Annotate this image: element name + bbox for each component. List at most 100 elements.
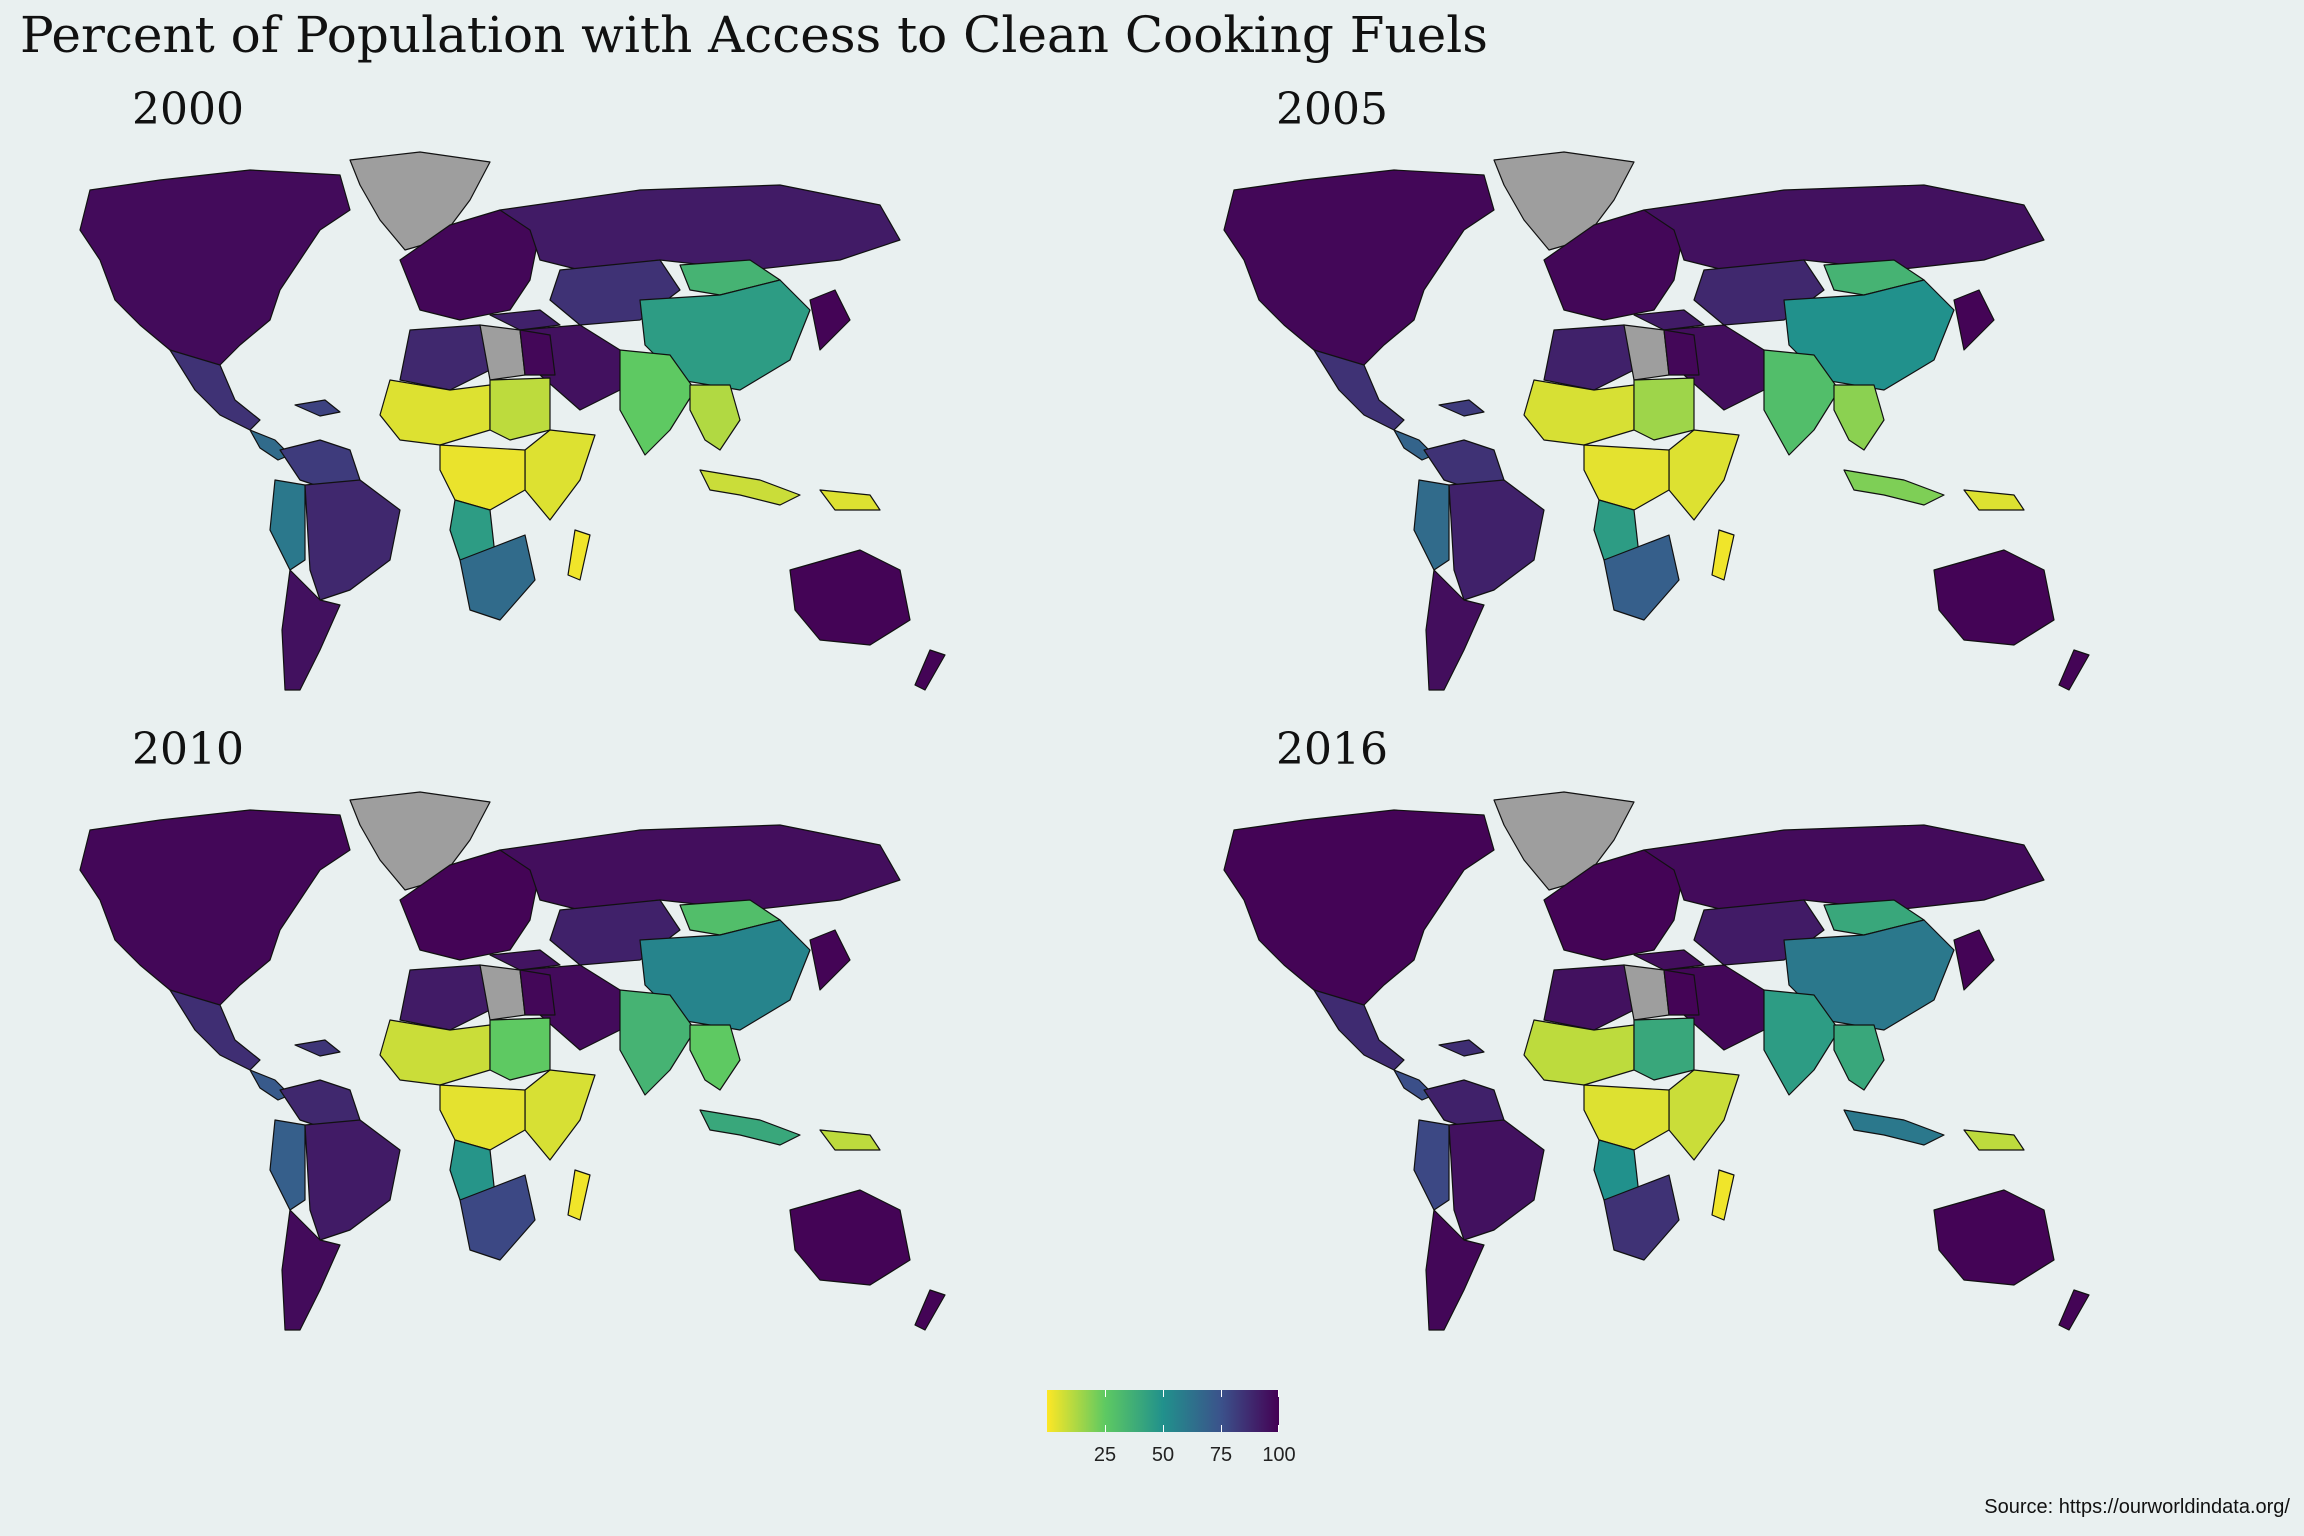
region-brazil [1448,1119,1545,1241]
panel-year: 2000 [132,84,244,135]
region-southern-cone [281,1209,341,1331]
region-madagascar [567,529,591,581]
region-papua [1963,489,2025,511]
region-caribbean [1438,399,1485,417]
region-south-asia [1763,989,1840,1096]
region-australia [1933,549,2055,646]
region-korea-japan [1953,929,1995,991]
legend-tick [1278,1390,1279,1432]
region-korea-japan [1953,289,1995,351]
legend-tick [1163,1390,1164,1432]
region-australia [789,1189,911,1286]
region-indonesia [699,469,801,506]
region-sudan [1633,377,1695,441]
region-north-africa-west [1543,324,1635,391]
region-southeast-asia-mainland [1833,1024,1885,1091]
region-madagascar [567,1169,591,1221]
map-panel-2016: 2016 [1164,640,2294,1331]
region-russia [1643,184,2045,271]
region-central-america [249,1069,291,1101]
region-brazil [304,479,401,601]
region-europe [1543,209,1685,321]
region-egypt [1663,329,1700,376]
map-panel-2000: 2000 [20,0,1150,691]
region-mexico [1313,989,1405,1071]
region-sahel-west [379,1019,491,1086]
region-andes [269,1119,306,1211]
region-egypt [519,329,556,376]
region-east-africa [1668,1069,1740,1161]
region-caribbean [294,399,341,417]
legend-tick-label: 100 [1262,1444,1296,1466]
chart-title: Percent of Population with Access to Cle… [20,6,1488,64]
region-indonesia [1843,1109,1945,1146]
region-north-america [79,809,351,1006]
region-new-zealand [914,649,946,691]
region-korea-japan [809,929,851,991]
region-south-africa [1603,1174,1680,1261]
region-southern-cone [1425,1209,1485,1331]
region-north-america [79,169,351,366]
region-australia [1933,1189,2055,1286]
legend-tick-label: 50 [1151,1444,1175,1466]
world-map [1223,151,2090,691]
region-south-asia [1763,349,1840,456]
map-panel-2010: 2010 [20,640,1150,1331]
region-new-zealand [2058,1289,2090,1331]
region-europe [1543,849,1685,961]
region-central-africa [439,444,526,511]
region-sahel-west [1523,379,1635,446]
region-east-africa [524,429,596,521]
region-south-asia [619,349,696,456]
region-russia [499,824,901,911]
region-central-america [249,429,291,461]
region-papua [819,1129,881,1151]
region-north-africa-west [399,324,491,391]
region-sudan [1633,1017,1695,1081]
panel-year: 2016 [1276,724,1388,775]
region-central-africa [1583,444,1670,511]
region-southeast-asia-mainland [689,1024,741,1091]
region-north-america [1223,169,1495,366]
region-new-zealand [2058,649,2090,691]
region-sahel-west [1523,1019,1635,1086]
region-turkey [489,309,561,331]
region-europe [399,209,541,321]
region-mexico [169,989,261,1071]
region-southeast-asia-mainland [1833,384,1885,451]
region-southeast-asia-mainland [689,384,741,451]
legend-tick-label: 75 [1209,1444,1233,1466]
region-andes [269,479,306,571]
region-north-africa-west [399,964,491,1031]
region-russia [1643,824,2045,911]
region-europe [399,849,541,961]
region-egypt [1663,969,1700,1016]
legend-tick-label: 25 [1093,1444,1117,1466]
region-southern-cone [281,569,341,691]
region-caribbean [1438,1039,1485,1057]
region-central-africa [439,1084,526,1151]
region-south-asia [619,989,696,1096]
map-panel-2005: 2005 [1164,0,2294,691]
region-andes [1413,479,1450,571]
region-sahel-west [379,379,491,446]
region-madagascar [1711,1169,1735,1221]
region-central-africa [1583,1084,1670,1151]
region-turkey [1633,949,1705,971]
panel-year: 2005 [1276,84,1388,135]
region-east-africa [1668,429,1740,521]
region-caribbean [294,1039,341,1057]
region-north-america [1223,809,1495,1006]
region-papua [1963,1129,2025,1151]
region-south-africa [1603,534,1680,621]
world-map [79,791,946,1331]
region-russia [499,184,901,271]
region-turkey [1633,309,1705,331]
legend-tick [1105,1390,1106,1432]
region-north-africa-west [1543,964,1635,1031]
region-papua [819,489,881,511]
region-egypt [519,969,556,1016]
region-indonesia [1843,469,1945,506]
panel-year: 2010 [132,724,244,775]
region-australia [789,549,911,646]
